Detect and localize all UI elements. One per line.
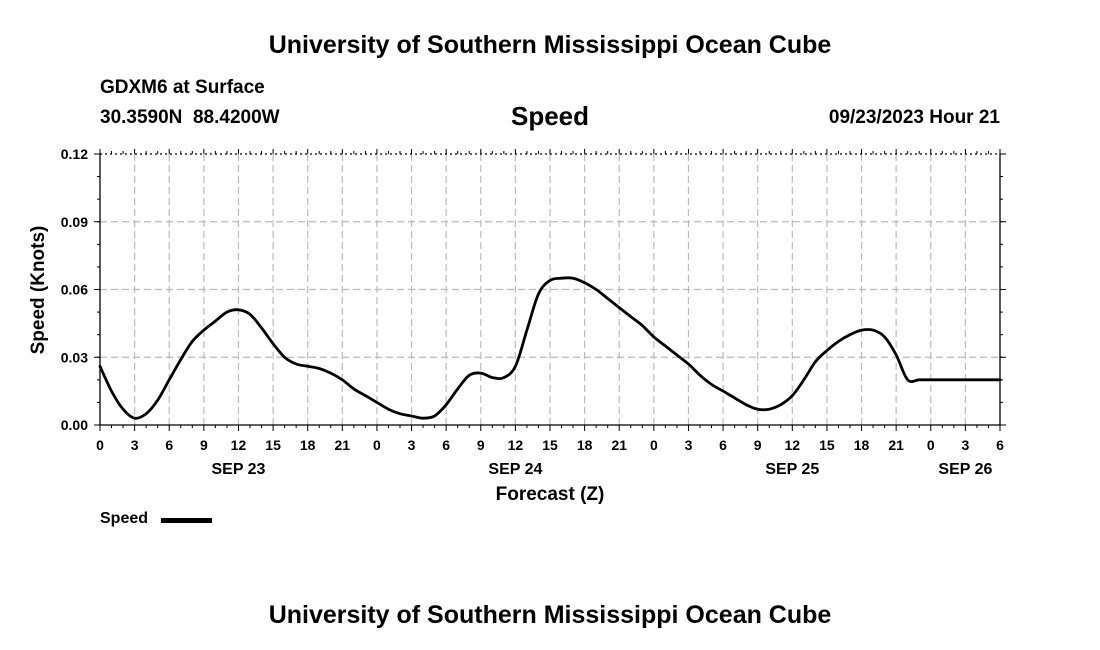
x-tick-label: 21 <box>888 437 904 453</box>
x-tick-label: 12 <box>231 437 247 453</box>
x-tick-label: 0 <box>927 437 935 453</box>
x-tick-label: 0 <box>373 437 381 453</box>
page-title: University of Southern Mississippi Ocean… <box>268 31 832 59</box>
x-tick-label: 0 <box>96 437 104 453</box>
y-tick-label: 0.09 <box>61 214 88 230</box>
legend-line-swatch <box>161 518 212 523</box>
y-axis-title: Speed (Knots) <box>28 226 49 355</box>
x-tick-label: 15 <box>542 437 558 453</box>
y-tick-label: 0.12 <box>61 146 88 162</box>
x-tick-label: 18 <box>577 437 593 453</box>
x-tick-label: 12 <box>785 437 801 453</box>
station-label: GDXM6 at Surface <box>100 77 265 98</box>
x-tick-label: 18 <box>300 437 316 453</box>
x-tick-label: 6 <box>719 437 727 453</box>
x-tick-label: 6 <box>442 437 450 453</box>
date-label: SEP 25 <box>765 461 819 478</box>
y-tick-label: 0.06 <box>61 282 88 298</box>
x-tick-label: 3 <box>131 437 139 453</box>
x-tick-label: 15 <box>265 437 281 453</box>
y-tick-label: 0.00 <box>61 417 88 433</box>
x-tick-label: 18 <box>854 437 870 453</box>
date-label: SEP 26 <box>938 461 992 478</box>
station-coordinates: 30.3590N 88.4200W <box>100 107 280 128</box>
x-tick-label: 15 <box>819 437 835 453</box>
x-tick-label: 6 <box>996 437 1004 453</box>
x-tick-label: 9 <box>754 437 762 453</box>
date-label: SEP 24 <box>488 461 542 478</box>
x-tick-label: 3 <box>961 437 969 453</box>
footer-title: University of Southern Mississippi Ocean… <box>268 601 832 629</box>
legend-label: Speed <box>100 510 149 527</box>
x-tick-label: 21 <box>335 437 351 453</box>
date-label: SEP 23 <box>211 461 265 478</box>
x-axis-title: Forecast (Z) <box>496 484 605 505</box>
y-tick-label: 0.03 <box>61 349 88 365</box>
x-tick-label: 21 <box>611 437 627 453</box>
plot-title: Speed <box>510 101 590 131</box>
series-line-speed <box>98 276 1002 420</box>
x-tick-label: 3 <box>685 437 693 453</box>
x-tick-label: 0 <box>650 437 658 453</box>
x-tick-label: 6 <box>165 437 173 453</box>
x-tick-label: 9 <box>200 437 208 453</box>
x-tick-label: 12 <box>508 437 524 453</box>
x-tick-label: 3 <box>408 437 416 453</box>
x-tick-label: 9 <box>477 437 485 453</box>
forecast-datetime: 09/23/2023 Hour 21 <box>828 107 1000 128</box>
